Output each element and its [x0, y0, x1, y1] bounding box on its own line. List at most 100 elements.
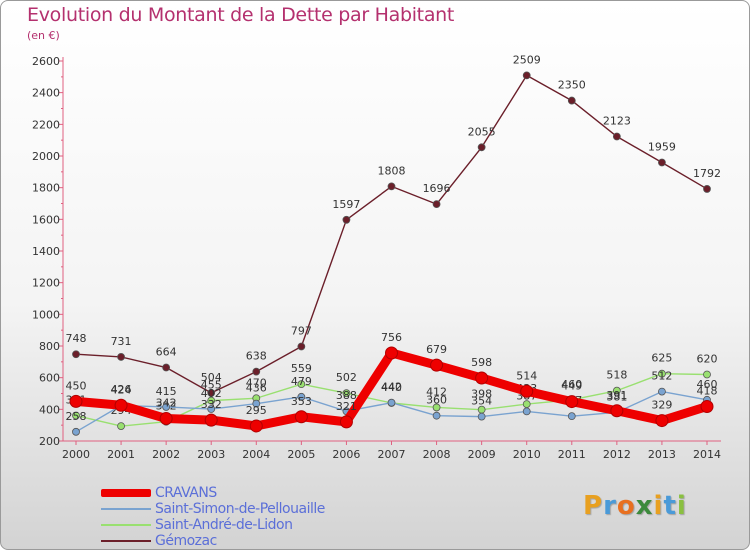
data-point-gemozac: [72, 350, 80, 359]
y-tick-label: 600: [39, 372, 60, 385]
data-label-gemozac: 664: [156, 346, 177, 359]
data-point-gemozac: [612, 132, 621, 141]
data-label-gemozac: 638: [246, 350, 267, 363]
x-tick-label: 2009: [468, 448, 496, 461]
x-tick-label: 2007: [378, 448, 406, 461]
data-point-gemozac: [703, 185, 711, 193]
data-label-gemozac: 1597: [332, 198, 360, 211]
legend-label-saint-simon: Saint-Simon-de-Pellouaille: [155, 501, 325, 517]
y-tick-label: 2200: [32, 118, 60, 131]
data-point-cravans: [700, 399, 714, 413]
data-label-saint-simon-de-pellouaille: 512: [651, 370, 672, 383]
data-point-saint-andre-de-lidon: [342, 389, 351, 398]
data-point-gemozac: [658, 158, 666, 167]
data-point-saint-andre-de-lidon: [207, 396, 216, 405]
data-label-gemozac: 2055: [468, 125, 496, 138]
data-label-saint-simon-de-pellouaille: 258: [66, 410, 87, 423]
data-point-cravans: [114, 398, 128, 412]
y-tick-label: 800: [39, 340, 60, 353]
data-point-saint-simon-de-pellouaille: [72, 427, 80, 436]
data-point-gemozac: [342, 215, 351, 224]
data-label-cravans: 353: [291, 395, 312, 408]
logo-letter: t: [663, 491, 677, 521]
x-tick-label: 2003: [197, 448, 225, 461]
x-tick-label: 2001: [107, 448, 135, 461]
data-label-cravans: 514: [516, 369, 537, 382]
legend-swatch-cravans: [101, 489, 151, 497]
data-label-saint-simon-de-pellouaille: 360: [426, 394, 447, 407]
data-point-gemozac: [522, 71, 531, 80]
data-point-cravans: [475, 371, 489, 385]
data-label-gemozac: 2350: [558, 79, 586, 92]
legend-swatch-saint-simon: [101, 508, 151, 510]
data-point-saint-andre-de-lidon: [658, 369, 666, 378]
data-point-gemozac: [432, 200, 441, 209]
data-point-saint-simon-de-pellouaille: [522, 407, 531, 416]
data-label-saint-simon-de-pellouaille: 460: [697, 378, 718, 391]
data-label-gemozac: 1792: [693, 167, 721, 180]
data-point-saint-simon-de-pellouaille: [252, 399, 261, 408]
data-point-cravans: [385, 346, 398, 360]
data-point-saint-simon-de-pellouaille: [207, 405, 216, 413]
data-point-saint-andre-de-lidon: [432, 403, 441, 412]
y-tick-label: 1000: [32, 308, 60, 321]
logo-letter: P: [583, 491, 604, 521]
y-tick-label: 1200: [32, 277, 60, 290]
data-label-saint-simon-de-pellouaille: 415: [156, 385, 177, 398]
data-label-cravans: 391: [606, 389, 627, 402]
data-point-saint-andre-de-lidon: [297, 380, 306, 389]
data-label-gemozac: 748: [66, 332, 87, 345]
chart-subtitle: (en €): [27, 29, 60, 42]
data-label-saint-simon-de-pellouaille: 388: [336, 389, 357, 402]
data-label-cravans: 321: [336, 400, 357, 413]
legend-label-cravans: CRAVANS: [155, 485, 217, 501]
data-point-gemozac: [297, 342, 306, 351]
data-point-saint-andre-de-lidon: [612, 386, 621, 395]
data-label-saint-andre-de-lidon: 625: [651, 352, 672, 365]
data-point-cravans: [159, 412, 173, 426]
data-label-saint-simon-de-pellouaille: 436: [246, 382, 267, 395]
data-label-cravans: 449: [561, 380, 582, 393]
x-tick-label: 2011: [558, 448, 586, 461]
legend-swatch-saint-andre: [101, 524, 151, 526]
data-label-cravans: 598: [471, 356, 492, 369]
data-label-gemozac: 2509: [513, 53, 541, 66]
data-point-saint-simon-de-pellouaille: [297, 392, 306, 401]
data-point-saint-andre-de-lidon: [117, 422, 125, 431]
data-point-gemozac: [207, 388, 216, 397]
x-tick-label: 2002: [152, 448, 180, 461]
data-label-saint-simon-de-pellouaille: 354: [471, 395, 492, 408]
data-label-saint-andre-de-lidon: 460: [561, 378, 582, 391]
data-point-saint-simon-de-pellouaille: [658, 387, 666, 396]
data-point-gemozac: [387, 182, 396, 191]
y-tick-label: 2000: [32, 150, 60, 163]
data-point-cravans: [430, 358, 444, 372]
data-label-saint-andre-de-lidon: 398: [471, 388, 492, 401]
logo-letter: i: [653, 491, 664, 521]
data-point-saint-simon-de-pellouaille: [162, 403, 171, 411]
x-tick-label: 2008: [423, 448, 451, 461]
data-label-saint-simon-de-pellouaille: 381: [606, 390, 627, 403]
y-tick-label: 1600: [32, 213, 60, 226]
data-point-gemozac: [117, 353, 125, 361]
data-label-cravans: 450: [66, 379, 87, 392]
data-point-saint-andre-de-lidon: [72, 411, 80, 420]
data-point-cravans: [249, 419, 263, 433]
data-point-cravans: [520, 384, 534, 398]
x-tick-label: 2014: [693, 448, 721, 461]
proxiti-logo: Proxiti: [583, 491, 687, 521]
data-point-cravans: [294, 410, 308, 424]
data-label-cravans: 426: [111, 383, 132, 396]
x-tick-label: 2012: [603, 448, 631, 461]
data-point-gemozac: [162, 363, 171, 372]
data-label-cravans: 295: [246, 404, 267, 417]
data-label-gemozac: 504: [201, 371, 222, 384]
y-tick-label: 2600: [32, 55, 60, 68]
data-label-gemozac: 1959: [648, 140, 676, 153]
data-label-saint-simon-de-pellouaille: 424: [111, 384, 132, 397]
data-point-saint-simon-de-pellouaille: [387, 398, 396, 407]
data-label-cravans: 756: [381, 331, 402, 344]
data-label-saint-andre-de-lidon: 412: [426, 385, 447, 398]
